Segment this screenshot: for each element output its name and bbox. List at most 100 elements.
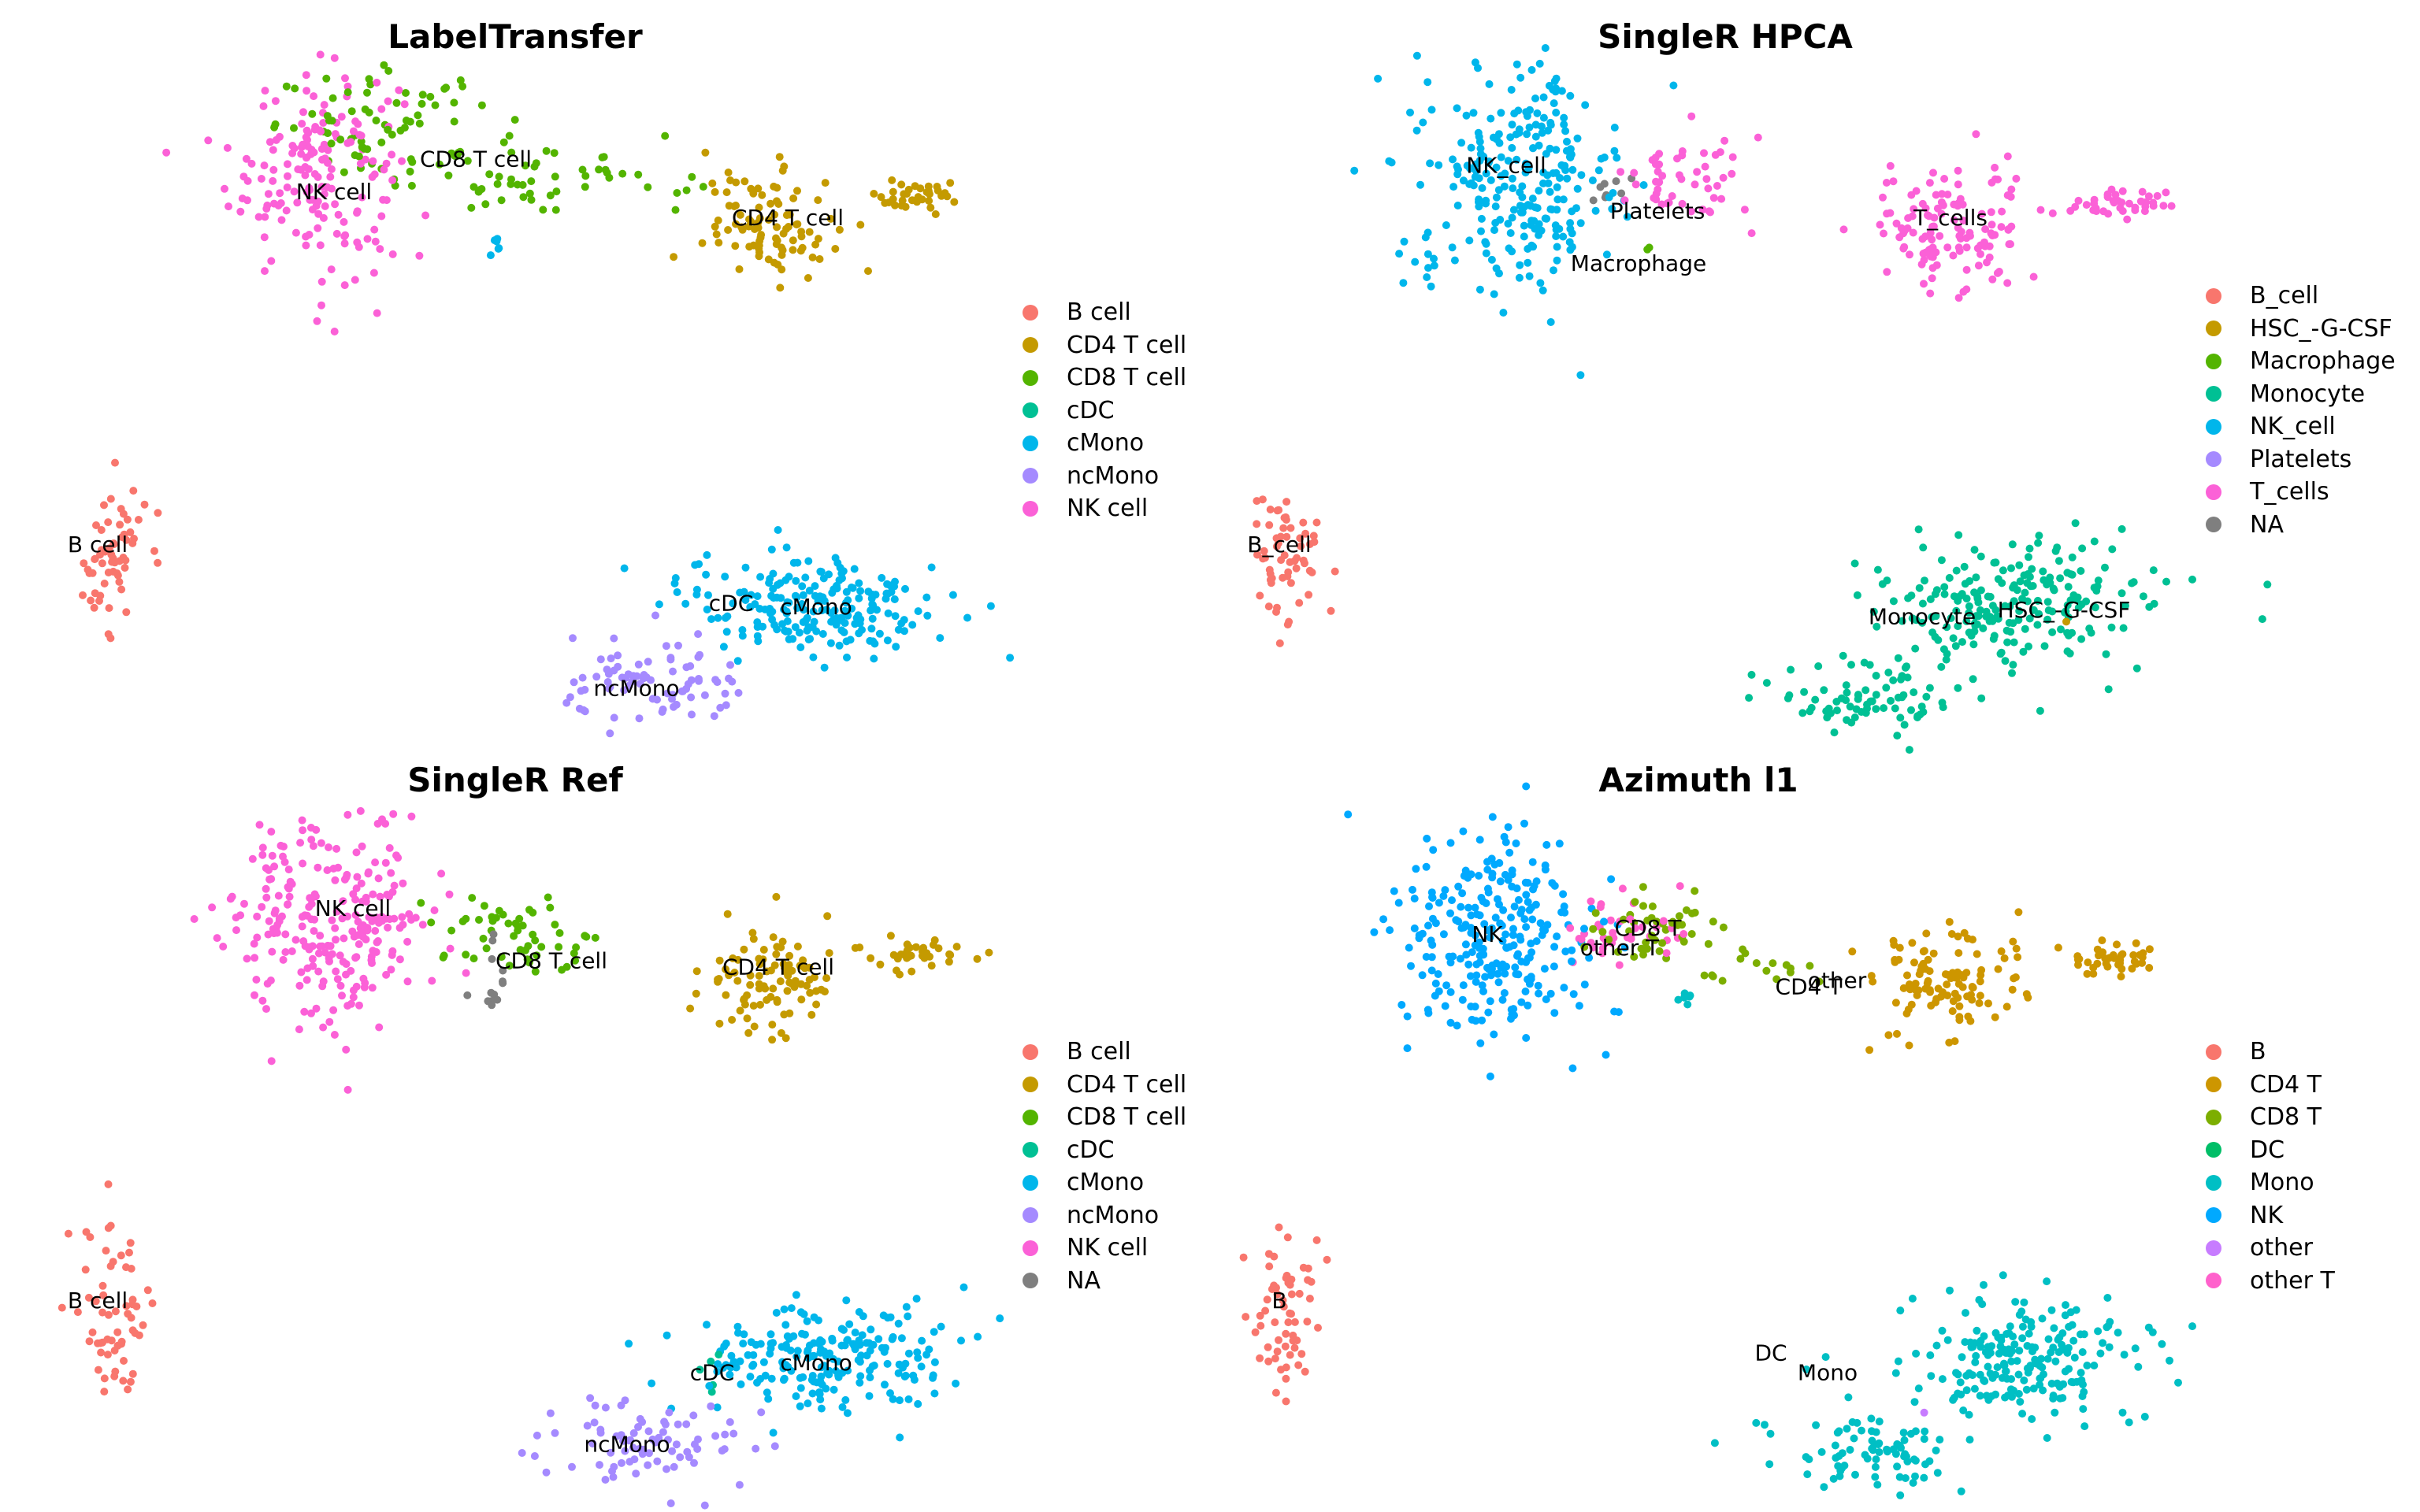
data-point bbox=[711, 222, 719, 231]
data-point bbox=[1847, 661, 1855, 669]
data-point bbox=[364, 869, 373, 878]
data-point bbox=[1457, 902, 1465, 911]
data-point bbox=[578, 673, 587, 682]
data-point bbox=[1550, 266, 1557, 275]
data-point bbox=[782, 211, 791, 220]
data-point bbox=[307, 894, 316, 902]
data-point bbox=[1466, 972, 1475, 980]
data-point bbox=[1472, 977, 1480, 986]
data-point bbox=[2094, 1327, 2103, 1336]
data-point bbox=[2162, 577, 2170, 586]
data-point bbox=[1543, 171, 1552, 180]
data-point bbox=[2014, 953, 2022, 962]
data-point bbox=[113, 1328, 122, 1336]
data-point bbox=[884, 609, 893, 617]
data-point bbox=[97, 526, 106, 534]
data-point bbox=[1509, 925, 1517, 933]
data-point bbox=[1561, 127, 1570, 135]
legend-item: B cell bbox=[1018, 1036, 1186, 1069]
data-point bbox=[1461, 940, 1470, 949]
data-point bbox=[428, 976, 436, 985]
data-point bbox=[104, 1310, 113, 1319]
data-point bbox=[260, 233, 269, 242]
data-point bbox=[109, 567, 117, 576]
data-point bbox=[1937, 198, 1946, 206]
data-point bbox=[1921, 1460, 1929, 1469]
data-point bbox=[1266, 506, 1275, 513]
data-point bbox=[735, 265, 744, 273]
data-point bbox=[1710, 1439, 1719, 1447]
data-point bbox=[1478, 183, 1487, 192]
data-point bbox=[774, 526, 782, 534]
data-point bbox=[351, 954, 360, 962]
data-point bbox=[710, 712, 718, 721]
data-point bbox=[2104, 1321, 2113, 1330]
data-point bbox=[1728, 153, 1737, 161]
legend-item: NK cell bbox=[1018, 1232, 1186, 1265]
data-point bbox=[267, 828, 276, 836]
data-point bbox=[1700, 971, 1709, 980]
data-point bbox=[2061, 1367, 2069, 1376]
data-point bbox=[1702, 175, 1711, 183]
data-point bbox=[388, 947, 397, 955]
data-point bbox=[301, 171, 310, 180]
data-point bbox=[124, 1385, 132, 1394]
data-point bbox=[349, 127, 358, 135]
data-point bbox=[1490, 1030, 1498, 1039]
data-point bbox=[2015, 1310, 2024, 1319]
data-point bbox=[2036, 706, 2044, 715]
data-point bbox=[1631, 924, 1639, 932]
data-point bbox=[493, 180, 502, 188]
data-point bbox=[781, 627, 790, 636]
data-point bbox=[1282, 1271, 1291, 1280]
data-point bbox=[744, 1351, 752, 1359]
data-point bbox=[1839, 225, 1848, 234]
data-point bbox=[102, 1247, 110, 1255]
data-point bbox=[1566, 924, 1575, 932]
data-point bbox=[128, 1300, 137, 1309]
data-point bbox=[358, 842, 366, 850]
data-point bbox=[922, 1351, 931, 1359]
data-point bbox=[618, 673, 626, 682]
data-point bbox=[2024, 993, 2032, 1002]
data-point bbox=[383, 891, 392, 899]
data-point bbox=[1456, 954, 1464, 963]
data-point bbox=[1704, 939, 1713, 948]
data-point bbox=[1925, 179, 1934, 187]
data-point bbox=[1290, 557, 1299, 565]
data-point bbox=[847, 584, 856, 591]
data-point bbox=[1523, 130, 1531, 139]
data-point bbox=[1295, 1289, 1304, 1298]
data-point bbox=[1932, 191, 1940, 199]
data-point bbox=[291, 84, 299, 93]
panel-singler-hpca: SingleR HPCA NK_cell Platelets T_cells Macr… bbox=[1210, 0, 2420, 756]
data-point bbox=[1661, 925, 1670, 934]
data-point bbox=[986, 602, 995, 610]
data-point bbox=[1475, 872, 1483, 880]
legend-label: cDC bbox=[1067, 1136, 1115, 1164]
data-point bbox=[2144, 192, 2153, 201]
data-point bbox=[369, 890, 377, 899]
data-point bbox=[1814, 662, 1823, 670]
cluster-label: Macrophage bbox=[1571, 250, 1706, 276]
data-point bbox=[672, 1440, 681, 1449]
data-point bbox=[204, 136, 213, 145]
data-point bbox=[618, 1458, 625, 1467]
data-point bbox=[1462, 111, 1471, 120]
data-point bbox=[1501, 870, 1509, 879]
data-point bbox=[1954, 180, 1962, 189]
data-point bbox=[665, 1408, 674, 1417]
data-point bbox=[1872, 672, 1880, 680]
data-point bbox=[606, 729, 614, 738]
data-point bbox=[926, 952, 933, 961]
data-point bbox=[321, 948, 329, 957]
data-point bbox=[1499, 309, 1508, 317]
data-point bbox=[702, 570, 711, 579]
data-point bbox=[354, 940, 363, 948]
data-point bbox=[901, 1371, 910, 1380]
data-point bbox=[1643, 916, 1652, 925]
data-point bbox=[628, 677, 637, 686]
data-point bbox=[1423, 1006, 1432, 1014]
data-point bbox=[1412, 126, 1421, 135]
legend-key-dot bbox=[1023, 1207, 1038, 1224]
